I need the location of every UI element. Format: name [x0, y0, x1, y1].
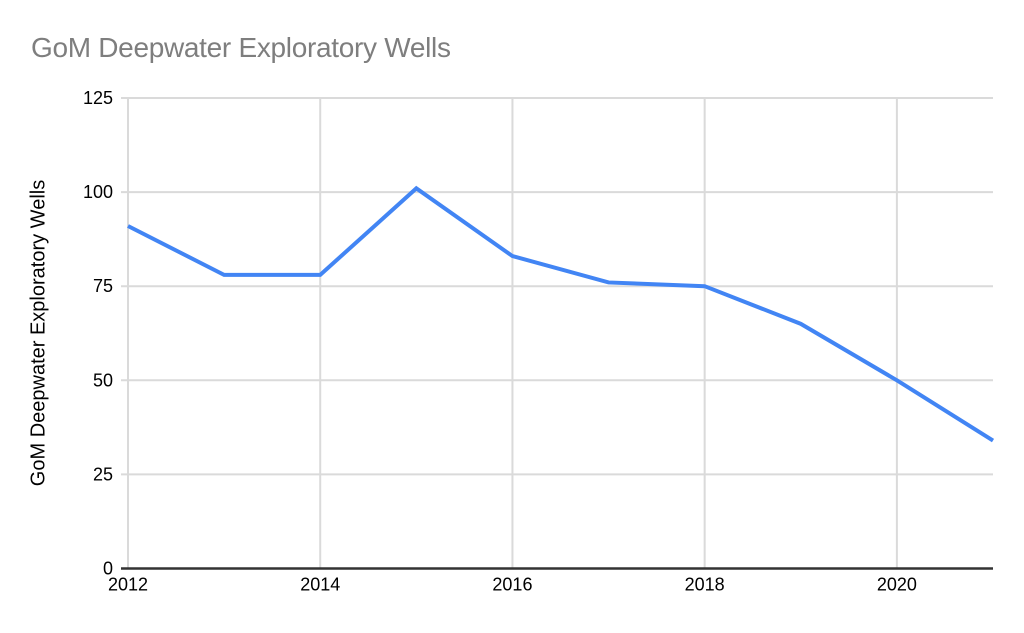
y-tick-label: 0 — [103, 559, 113, 579]
chart-title: GoM Deepwater Exploratory Wells — [31, 32, 451, 63]
x-tick-label: 2018 — [685, 575, 725, 595]
data-series-line — [127, 185, 995, 443]
y-tick-label: 100 — [83, 182, 113, 202]
y-tick-label: 50 — [93, 370, 113, 390]
y-tick-label: 75 — [93, 276, 113, 296]
x-tick-label: 2016 — [492, 575, 532, 595]
x-tick-label: 2020 — [877, 575, 917, 595]
x-tick-label: 2014 — [300, 575, 340, 595]
y-tick-label: 25 — [93, 464, 113, 484]
y-tick-label: 125 — [83, 88, 113, 108]
x-tick-label: 2012 — [108, 575, 148, 595]
